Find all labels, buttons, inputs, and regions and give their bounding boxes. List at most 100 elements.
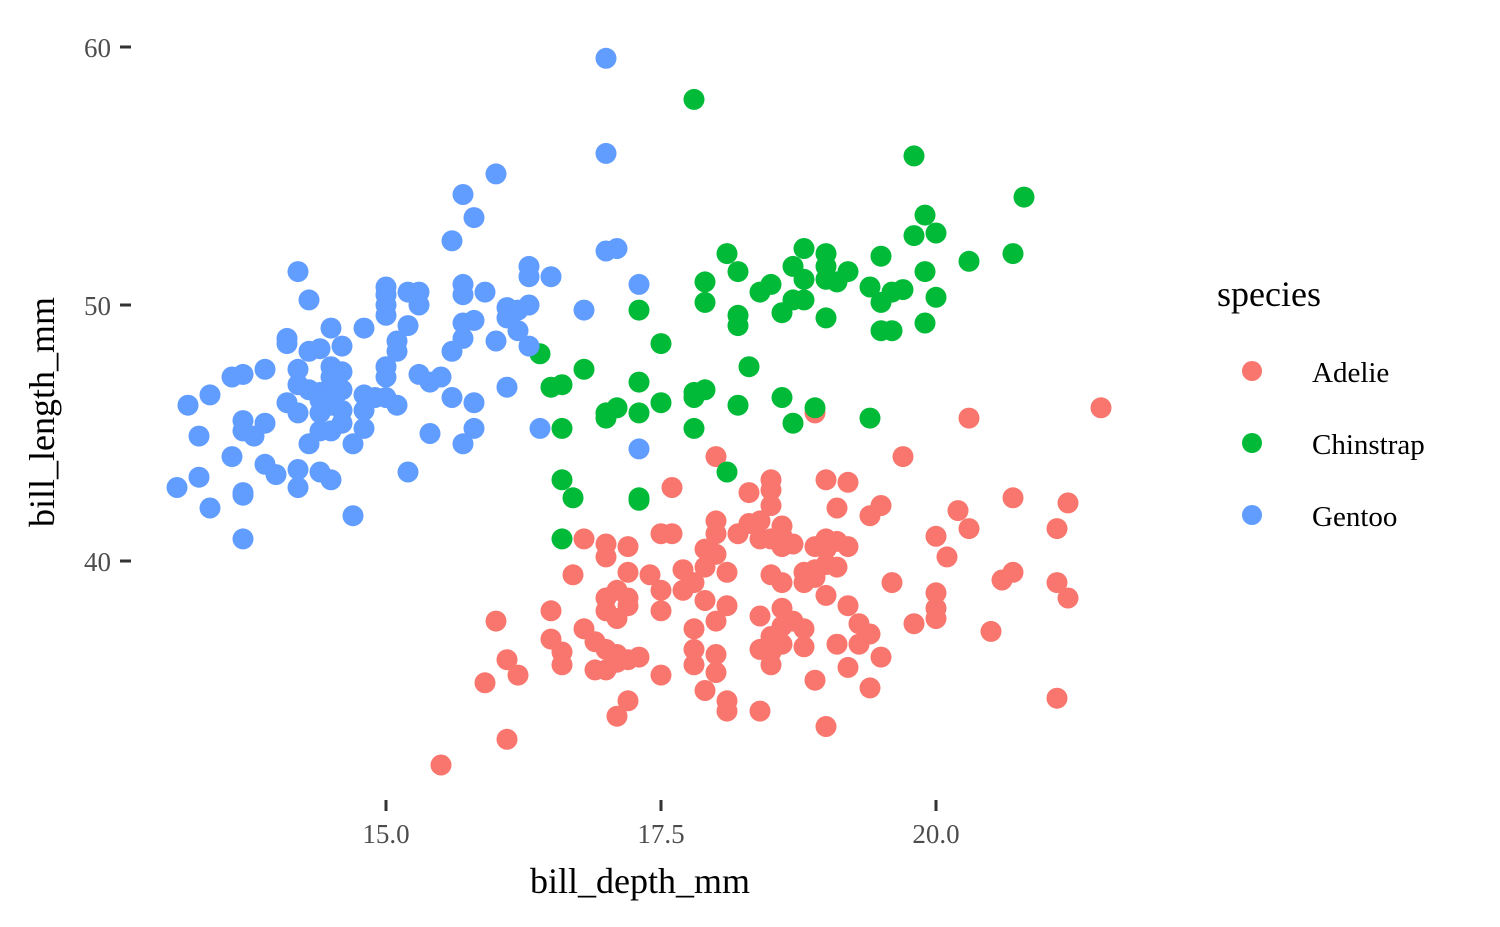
axes: 60 50 40 15.0 17.5 20.0 bill_depth_mm bi… <box>22 33 960 901</box>
point-adelie <box>705 610 727 632</box>
point-adelie <box>859 677 881 699</box>
point-adelie <box>1002 487 1024 509</box>
point-chinstrap <box>925 222 947 244</box>
point-gentoo <box>452 433 474 455</box>
point-adelie <box>1057 492 1079 514</box>
point-gentoo <box>232 528 254 550</box>
point-adelie <box>672 579 694 601</box>
point-gentoo <box>518 294 540 316</box>
point-adelie <box>650 664 672 686</box>
point-adelie <box>1046 572 1068 594</box>
point-chinstrap <box>859 276 881 298</box>
point-gentoo <box>529 417 551 439</box>
point-gentoo <box>463 392 485 414</box>
point-adelie <box>507 664 529 686</box>
point-chinstrap <box>595 407 617 429</box>
point-gentoo <box>243 425 265 447</box>
point-adelie <box>617 690 639 712</box>
point-gentoo <box>507 320 529 342</box>
point-adelie <box>815 538 837 560</box>
point-adelie <box>474 672 496 694</box>
point-adelie <box>716 595 738 617</box>
point-chinstrap <box>694 291 716 313</box>
point-chinstrap <box>683 417 705 439</box>
point-chinstrap <box>628 402 650 424</box>
point-chinstrap <box>793 238 815 259</box>
point-adelie <box>716 561 738 583</box>
point-adelie <box>694 680 716 701</box>
point-gentoo <box>628 273 650 295</box>
point-gentoo <box>595 142 617 164</box>
point-gentoo <box>540 266 562 288</box>
point-chinstrap <box>727 394 749 416</box>
point-gentoo <box>573 299 595 321</box>
x-tick-label: 20.0 <box>912 819 959 849</box>
point-chinstrap <box>551 374 573 396</box>
point-adelie <box>826 556 848 578</box>
point-adelie <box>661 477 683 498</box>
legend-label-adelie: Adelie <box>1312 357 1389 389</box>
point-gentoo <box>485 330 507 352</box>
point-chinstrap <box>804 397 826 419</box>
point-adelie <box>617 595 639 617</box>
point-gentoo <box>419 423 441 444</box>
point-chinstrap <box>727 315 749 337</box>
point-adelie <box>848 633 870 655</box>
point-gentoo <box>254 358 276 380</box>
y-tick-label: 50 <box>84 291 111 321</box>
point-chinstrap <box>749 281 771 303</box>
point-gentoo <box>342 505 364 527</box>
point-adelie <box>925 582 947 604</box>
point-chinstrap <box>650 333 672 355</box>
point-adelie <box>562 564 584 586</box>
point-gentoo <box>331 379 353 401</box>
point-chinstrap <box>716 461 738 483</box>
point-adelie <box>815 469 837 491</box>
point-adelie <box>749 700 771 722</box>
point-chinstrap <box>1002 243 1024 265</box>
point-adelie <box>683 638 705 660</box>
point-adelie <box>837 471 859 493</box>
point-chinstrap <box>716 243 738 265</box>
point-adelie <box>793 636 815 658</box>
point-adelie <box>705 662 727 683</box>
point-adelie <box>881 572 903 594</box>
point-chinstrap <box>914 204 936 226</box>
point-gentoo <box>441 340 463 362</box>
point-adelie <box>540 600 562 622</box>
point-adelie <box>738 482 760 504</box>
point-adelie <box>650 579 672 601</box>
point-adelie <box>837 536 859 558</box>
x-tick-label: 17.5 <box>637 819 684 849</box>
point-gentoo <box>331 412 353 434</box>
point-gentoo <box>408 294 430 316</box>
point-gentoo <box>606 238 628 259</box>
point-gentoo <box>199 497 221 519</box>
point-chinstrap <box>870 291 892 313</box>
point-adelie <box>573 528 595 550</box>
point-chinstrap <box>650 392 672 414</box>
point-gentoo <box>628 438 650 460</box>
point-gentoo <box>188 466 210 488</box>
point-adelie <box>837 595 859 617</box>
point-gentoo <box>221 446 243 468</box>
point-adelie <box>1057 587 1079 609</box>
point-gentoo <box>287 477 309 498</box>
legend: species Adelie Chinstrap Gentoo <box>1217 274 1425 533</box>
point-adelie <box>727 523 749 545</box>
point-adelie <box>1046 687 1068 709</box>
point-gentoo <box>265 464 287 486</box>
point-gentoo <box>287 358 309 380</box>
point-gentoo <box>452 312 474 334</box>
point-adelie <box>980 620 1002 642</box>
point-gentoo <box>298 340 320 362</box>
point-chinstrap <box>881 320 903 342</box>
point-gentoo <box>496 376 518 398</box>
point-chinstrap <box>826 271 848 293</box>
legend-title: species <box>1217 274 1321 314</box>
point-adelie <box>1002 561 1024 583</box>
point-adelie <box>1090 397 1112 419</box>
point-adelie <box>804 669 826 691</box>
y-tick-label: 40 <box>84 547 111 577</box>
